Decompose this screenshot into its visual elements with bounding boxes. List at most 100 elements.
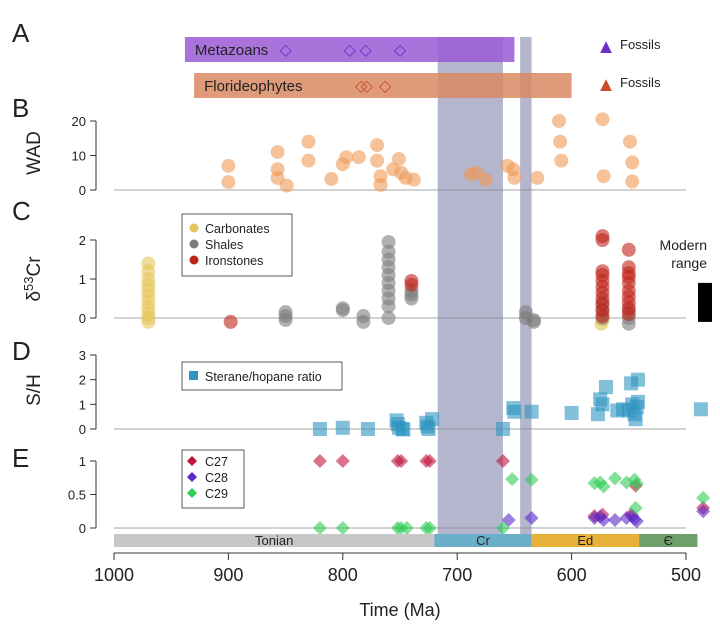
point-E-2-0 [312,521,327,535]
legend-c-marker-0 [189,223,199,233]
period-bar: Tonian Cr Ed Є [114,533,698,548]
point-E-2-9 [524,472,539,487]
period-3 [639,534,698,547]
point-E-1-5 [608,512,623,527]
point-B-0-11 [351,150,366,165]
point-C-1-19 [404,287,419,302]
legend-c-label-0: Carbonates [205,222,270,236]
modern-range-label-line2: range [671,255,707,271]
period-0 [114,534,435,547]
point-C-2-2 [404,277,419,292]
wad-axis-label: WAD [24,131,45,175]
fossils-legend-marker-1: ▲ [596,74,616,96]
panel-letter-e: E [12,443,29,473]
y-tick-label-E-2: 1 [79,454,86,469]
y-tick-label-B-1: 10 [72,149,86,164]
point-B-0-20 [406,172,421,187]
point-B-0-12 [370,138,385,153]
fossils-legend-marker-0: ▲ [596,36,616,58]
point-B-0-29 [553,134,568,149]
point-C-1-2 [278,312,293,327]
period-label-3: Є [664,533,673,548]
period-label-1: Cr [476,533,490,548]
point-D-0-15 [524,404,539,419]
fossil-marker-1-2: ◇ [379,78,392,95]
point-D-0-7 [396,422,411,437]
fossil-marker-0-1: ◇ [344,42,357,59]
y-tick-label-C-2: 2 [79,233,86,248]
point-B-0-34 [625,155,640,170]
panel-letter-b: B [12,93,29,123]
x-tick-label-4: 600 [557,565,587,585]
point-D-0-2 [360,422,375,436]
point-D-0-11 [425,412,440,427]
point-C-1-16 [381,311,396,325]
point-D-0-16 [564,405,579,420]
point-E-2-4 [399,521,414,535]
point-D-0-20 [598,380,613,395]
y-tick-label-B-0: 0 [79,183,86,198]
panel-letter-a: A [12,18,30,48]
legend-e-label-2: C29 [205,487,228,501]
d53cr-axis-label: δ53Cr [21,256,46,302]
panel-letter-d: D [12,336,31,366]
y-tick-label-D-2: 2 [79,373,86,388]
fossil-marker-0-2: ◇ [360,42,373,59]
point-B-0-30 [554,153,569,168]
point-B-0-23 [478,172,493,187]
legend-c-label-2: Ironstones [205,254,263,268]
point-E-2-18 [696,490,711,505]
legend-e-marker-1 [187,472,197,482]
fossil-marker-0-3: ◇ [394,42,407,59]
point-B-0-27 [530,170,545,185]
point-E-2-1 [335,521,350,535]
points-layer [141,112,711,535]
point-C-2-14 [621,242,636,257]
point-B-0-6 [301,134,316,149]
point-E-0-0 [312,454,327,468]
y-tick-label-C-1: 1 [79,272,86,287]
range-bar-0 [184,37,515,62]
point-D-0-12 [495,422,510,436]
legend-box-d [181,361,343,391]
point-B-0-35 [625,174,640,189]
legend-c-marker-1 [189,239,199,249]
point-D-0-0 [312,422,327,436]
point-D-0-31 [693,402,708,417]
point-B-0-10 [339,150,354,165]
shaded-intervals [437,37,532,534]
fossil-marker-1-0: ◇ [355,78,368,95]
x-tick-label-3: 700 [442,565,472,585]
point-B-0-26 [507,170,522,185]
point-E-2-17 [628,500,643,515]
point-E-0-5 [422,454,437,468]
point-C-1-23 [526,314,541,329]
period-label-2: Ed [577,533,593,548]
point-B-0-7 [301,153,316,168]
point-B-0-13 [370,153,385,168]
point-B-0-28 [552,114,567,128]
range-bar-label-0: Metazoans [195,42,268,59]
legend-d-label-0: Sterane/hopane ratio [205,370,322,384]
point-E-0-3 [394,454,409,468]
point-E-2-13 [608,471,623,486]
point-E-2-7 [495,521,510,535]
fossil-marker-0-0: ◇ [279,42,292,59]
legend-box-c [181,213,293,277]
point-B-0-5 [279,178,294,193]
point-D-0-29 [630,372,645,387]
point-C-2-4 [595,233,610,247]
modern-range-label-line1: Modern [660,237,707,253]
point-C-1-15 [381,234,396,249]
shaded-interval-0 [437,37,503,534]
point-E-2-6 [422,521,437,535]
panel-a-fossil-ranges: Metazoans ◇ ◇ ◇ ◇Florideophytes ◇◇ ◇▲ Fossils▲ F… [184,36,661,98]
legend-d-marker-0 [189,371,198,380]
point-B-0-1 [221,175,236,190]
y-tick-label-E-0: 0 [79,521,86,536]
x-tick-label-2: 800 [328,565,358,585]
point-C-1-29 [621,316,636,331]
period-label-0: Tonian [255,533,293,548]
sh-axis-label: S/H [24,374,45,406]
